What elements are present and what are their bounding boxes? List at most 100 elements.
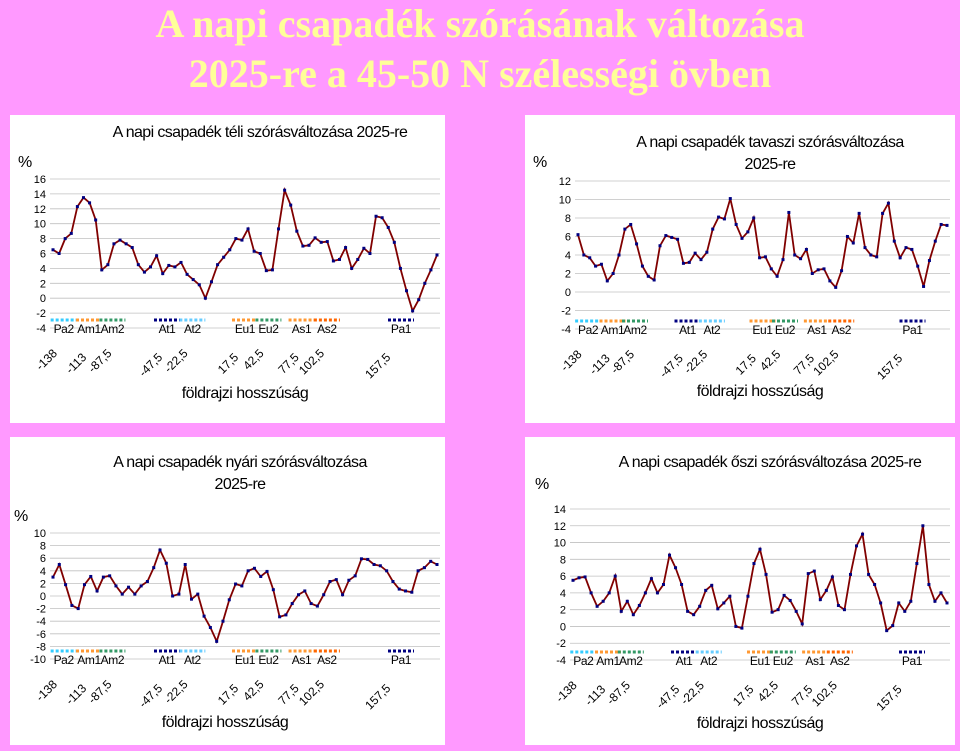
y-tick-label: 12: [554, 521, 566, 533]
data-point: [271, 588, 275, 592]
data-point: [693, 251, 697, 255]
y-tick-label: 6: [40, 553, 46, 565]
y-axis-label: %: [533, 154, 547, 171]
region-label: Eu2: [258, 653, 279, 667]
data-point: [366, 557, 370, 561]
summer-chart-panel: A napi csapadék nyári szórásváltozása 202…: [10, 437, 445, 745]
data-point: [588, 256, 592, 260]
x-tick-label: 157,5: [362, 350, 393, 381]
data-point: [356, 257, 360, 261]
region-label: Pa2: [54, 653, 75, 667]
data-point: [398, 266, 402, 270]
chart-title: A napi csapadék nyári szórásváltozása: [113, 454, 367, 471]
data-point: [577, 576, 581, 580]
data-point: [70, 603, 74, 607]
data-point: [322, 593, 326, 597]
data-point: [605, 279, 609, 283]
y-tick-label: -4: [561, 324, 571, 336]
data-point: [344, 246, 348, 250]
data-point: [216, 263, 220, 267]
data-point: [359, 557, 363, 561]
data-point: [234, 582, 238, 586]
data-point: [167, 263, 171, 267]
data-point: [635, 242, 639, 246]
region-label: Eu1: [750, 654, 771, 668]
y-tick-label: 8: [560, 554, 566, 566]
data-point: [788, 598, 792, 602]
data-point: [640, 264, 644, 268]
x-tick-label: -22,5: [161, 677, 190, 706]
data-point: [611, 272, 615, 275]
data-point: [746, 230, 750, 234]
region-label: At1: [159, 653, 177, 667]
data-point: [873, 583, 877, 586]
data-point: [112, 242, 116, 246]
data-point: [692, 613, 696, 617]
data-point: [915, 562, 919, 566]
data-point: [51, 248, 55, 252]
data-point: [658, 244, 662, 248]
region-label: At2: [184, 653, 202, 667]
region-label: Pa1: [391, 322, 412, 336]
data-point: [910, 247, 914, 251]
page-title-line2: 2025-re a 45-50 N szélességi övben: [188, 51, 772, 96]
y-tick-label: 6: [565, 232, 571, 244]
data-point: [842, 608, 846, 612]
data-point: [816, 268, 820, 272]
x-tick-label: 77,5: [275, 681, 302, 708]
region-label: Am2: [101, 653, 125, 667]
y-tick-label: 14: [34, 189, 46, 201]
data-point: [921, 524, 925, 528]
region-label: Am1: [596, 654, 620, 668]
data-point: [380, 216, 384, 220]
y-tick-label: 4: [560, 588, 566, 600]
data-point: [51, 575, 55, 579]
data-point: [331, 259, 335, 263]
data-point: [386, 225, 390, 229]
data-point: [76, 607, 80, 611]
data-point: [173, 265, 177, 269]
data-point: [746, 594, 750, 598]
x-tick-label: -138: [558, 347, 585, 374]
y-tick-label: 4: [40, 263, 46, 275]
data-point: [319, 240, 323, 244]
region-label: Am1: [601, 323, 625, 337]
x-tick-label: -22,5: [681, 347, 710, 376]
data-point: [781, 258, 785, 262]
data-point: [177, 592, 181, 596]
data-point: [857, 211, 861, 215]
region-label: As1: [292, 653, 312, 667]
data-point: [698, 604, 702, 608]
y-tick-label: 8: [565, 213, 571, 225]
y-tick-label: -2: [36, 604, 46, 616]
data-point: [290, 602, 294, 606]
y-tick-label: 10: [554, 538, 566, 550]
x-tick-label: 17,5: [215, 350, 242, 377]
data-point: [289, 203, 293, 207]
data-point: [81, 196, 85, 200]
data-point: [764, 572, 768, 576]
data-point: [613, 574, 617, 578]
data-point: [643, 591, 647, 595]
data-point: [270, 268, 274, 272]
data-point: [252, 566, 256, 570]
data-point: [652, 278, 656, 282]
data-point: [637, 603, 641, 607]
y-tick-label: 4: [40, 566, 46, 578]
x-axis-label: földrajzi hosszúság: [182, 385, 309, 402]
data-point: [927, 259, 931, 263]
data-point: [810, 272, 814, 275]
data-point: [106, 263, 110, 267]
data-point: [782, 593, 786, 597]
y-tick-label: 10: [34, 528, 46, 540]
data-point: [246, 569, 250, 573]
data-point: [879, 601, 883, 605]
y-tick-label: 0: [40, 591, 46, 603]
data-point: [892, 239, 896, 243]
data-point: [922, 284, 926, 288]
data-point: [945, 601, 949, 605]
y-tick-label: 0: [565, 287, 571, 299]
data-point: [589, 591, 593, 595]
x-tick-label: -87,5: [85, 346, 114, 375]
y-tick-label: -4: [36, 323, 46, 335]
